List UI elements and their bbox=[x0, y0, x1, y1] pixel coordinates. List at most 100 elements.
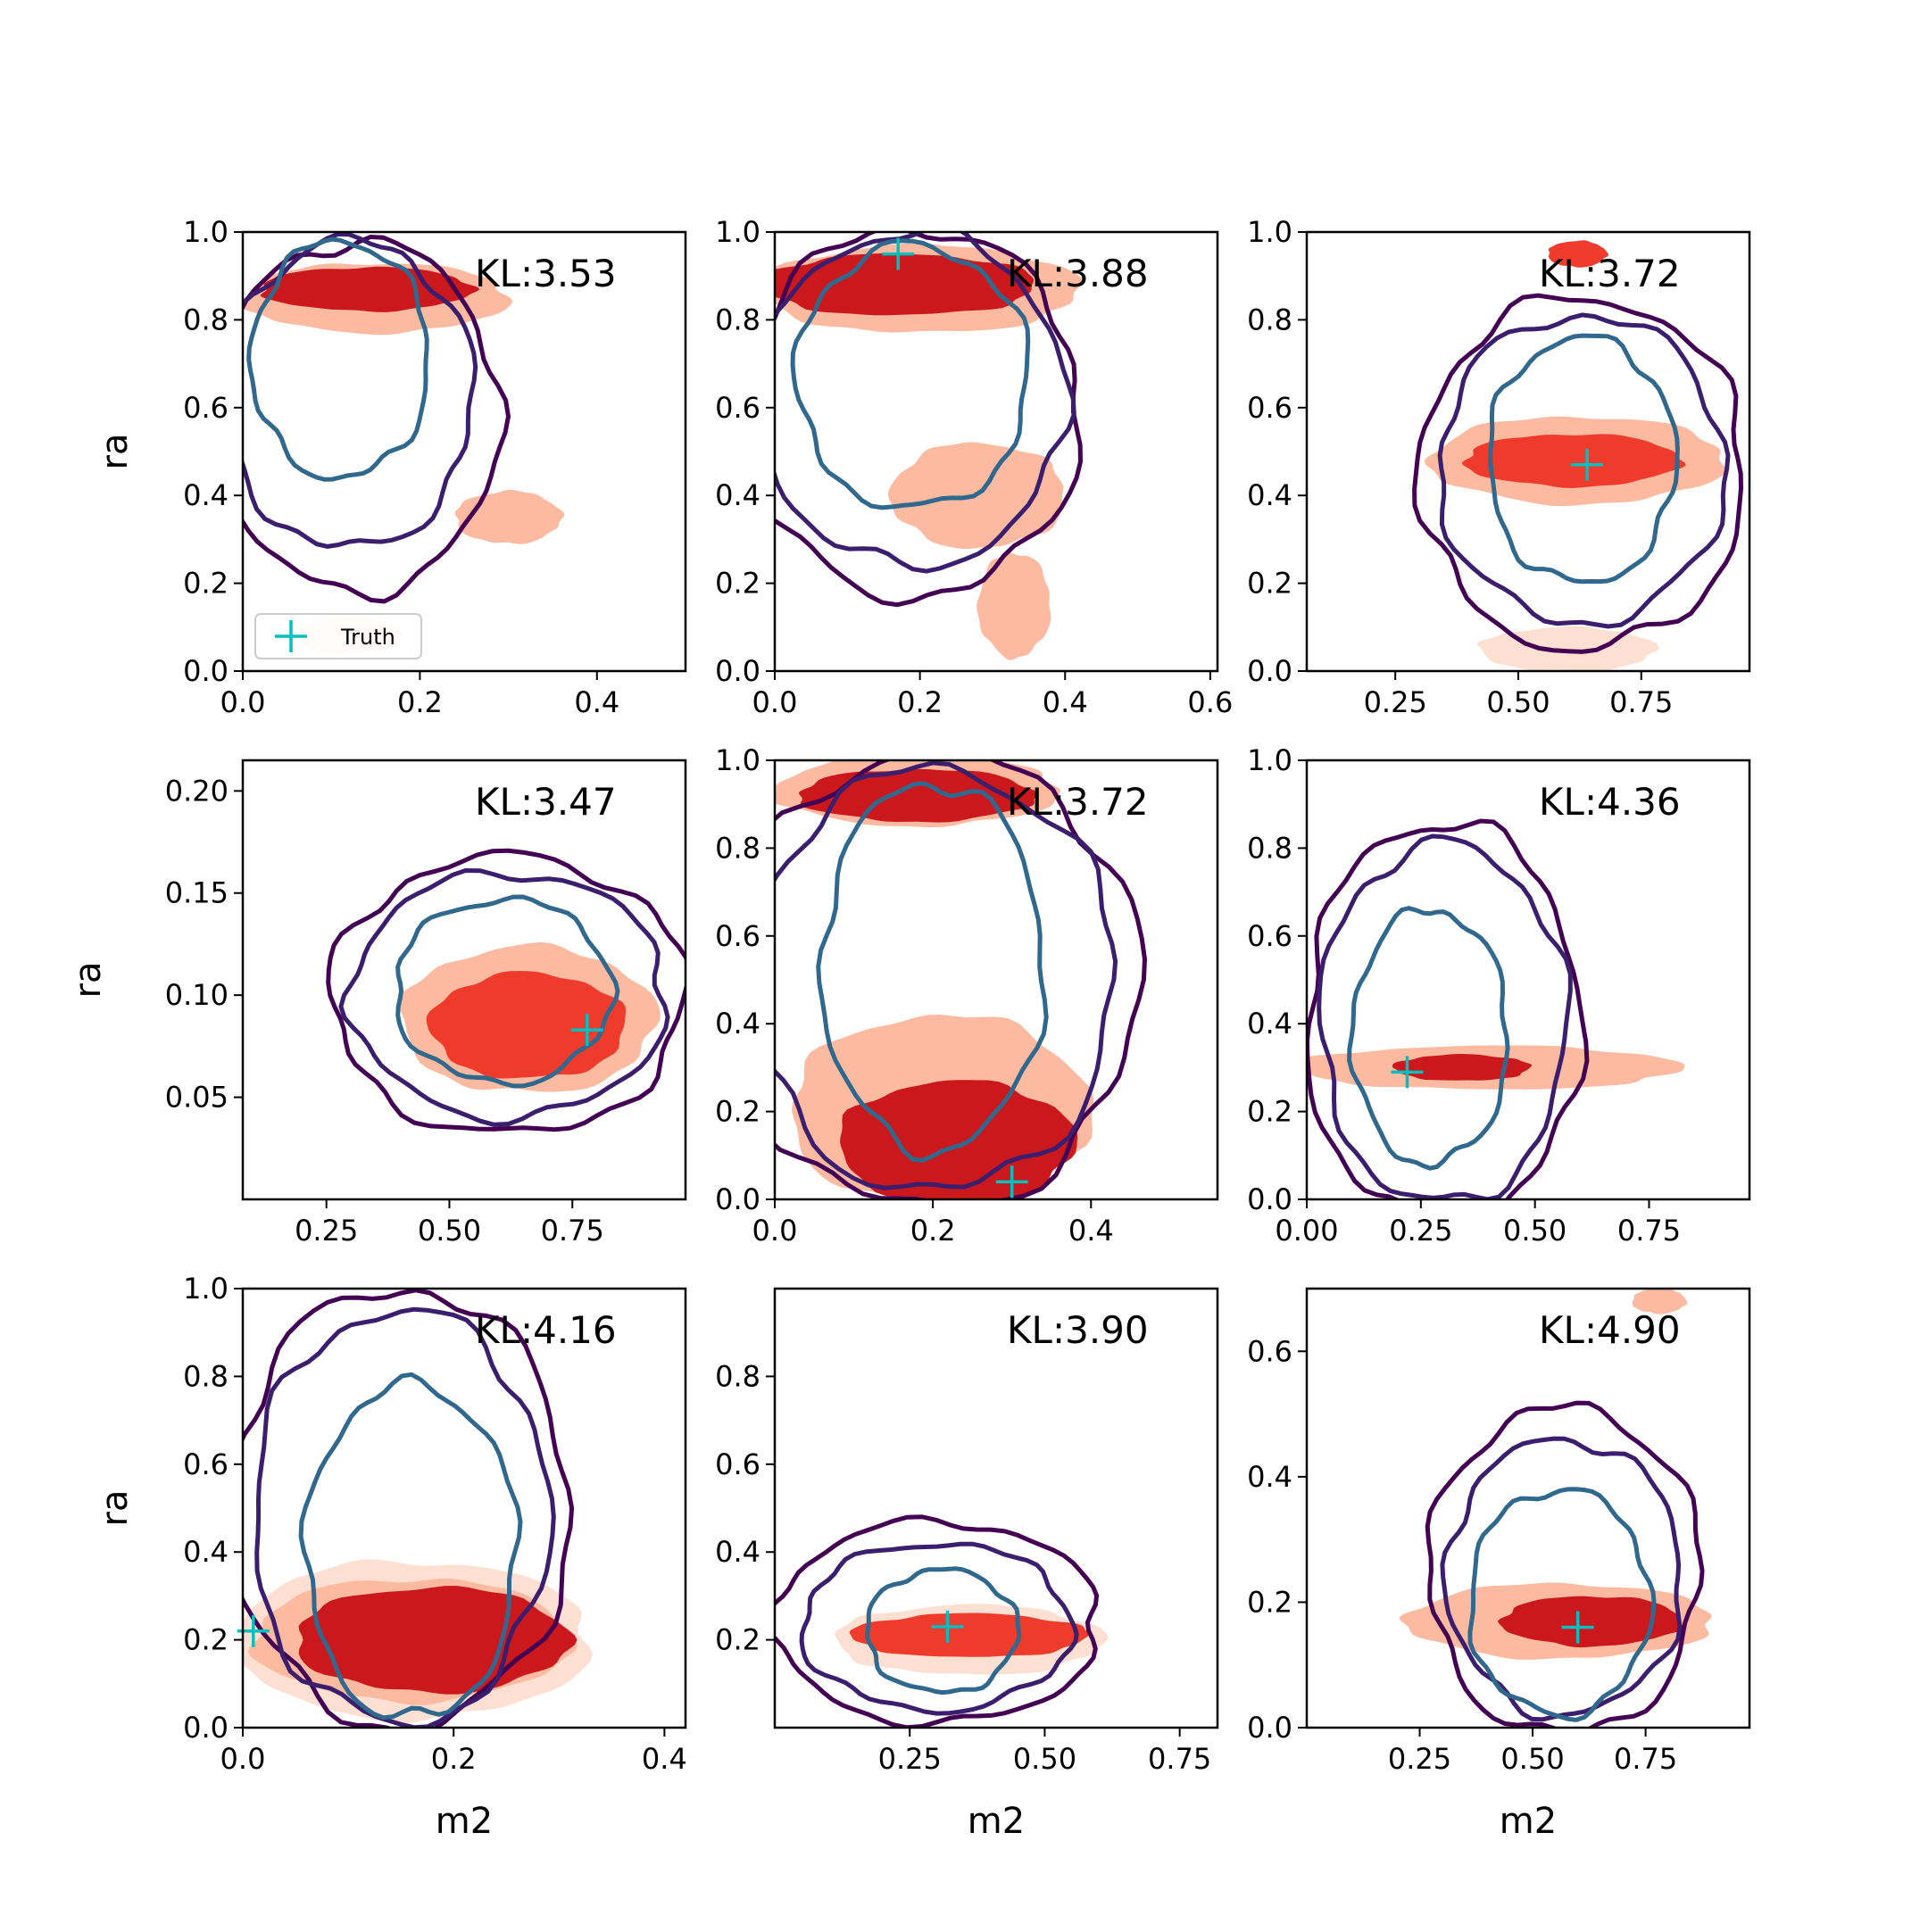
x-tick-label: 0.0 bbox=[220, 685, 266, 719]
plot-area bbox=[775, 232, 1084, 660]
axes-frame bbox=[1305, 759, 1751, 1201]
y-tick-label: 0.4 bbox=[715, 478, 760, 512]
y-tick-label: 0.6 bbox=[183, 1447, 229, 1481]
truth-marker bbox=[570, 1014, 603, 1047]
x-tick-label: 0.6 bbox=[1187, 685, 1233, 719]
x-tick-label: 0.50 bbox=[1500, 1742, 1564, 1776]
contour-inner bbox=[1488, 333, 1680, 585]
x-tick-label: 0.2 bbox=[910, 1214, 956, 1248]
subplot-2: 0.0 0.2 0.4 0.6 0.0 0.2 0.4 0.6 0.8 1.0 KL:3.88 bbox=[715, 215, 1233, 719]
plot-area bbox=[775, 760, 1148, 1199]
y-tick-label: 0.2 bbox=[715, 1623, 760, 1657]
contour-outer bbox=[1412, 293, 1744, 654]
x-tick-label: 0.2 bbox=[897, 685, 943, 719]
kl-annotation: KL:3.90 bbox=[1007, 1308, 1149, 1352]
subplot-9: 0.25 0.50 0.75 0.0 0.2 0.4 0.6 KL:4.90 m2 bbox=[1247, 1287, 1751, 1842]
x-axis-label: m2 bbox=[1500, 1801, 1557, 1842]
y-tick-label: 0.05 bbox=[165, 1081, 229, 1115]
y-tick-label: 0.0 bbox=[1247, 1182, 1292, 1216]
y-tick-label: 1.0 bbox=[1247, 215, 1292, 249]
y-tick-label: 0.8 bbox=[715, 1359, 760, 1393]
density-region-dark bbox=[260, 266, 480, 312]
density-region-mid bbox=[1548, 240, 1609, 268]
contour-inner bbox=[816, 781, 1049, 1163]
y-tick-label: 0.0 bbox=[183, 1711, 229, 1745]
plot-area bbox=[326, 848, 686, 1132]
y-tick-label: 0.8 bbox=[183, 1359, 229, 1393]
y-tick-label: 0.8 bbox=[1247, 831, 1292, 865]
subplot-6: 0.00 0.25 0.50 0.75 0.0 0.2 0.4 0.6 0.8 1.0 KL:4.3… bbox=[1247, 743, 1751, 1248]
y-tick-label: 0.15 bbox=[165, 876, 229, 910]
subplot-5: 0.0 0.2 0.4 0.0 0.2 0.4 0.6 0.8 1.0 KL:3.72 bbox=[715, 743, 1219, 1248]
subplot-1: 0.0 0.2 0.4 0.0 0.2 0.4 0.6 0.8 1.0 KL:3.53 ra Trut… bbox=[95, 215, 687, 719]
y-tick-label: 0.6 bbox=[715, 1447, 760, 1481]
kl-annotation: KL:4.16 bbox=[475, 1308, 617, 1352]
contour-inner bbox=[865, 1566, 1022, 1696]
y-tick-label: 0.6 bbox=[1247, 391, 1292, 425]
y-tick-label: 0.4 bbox=[183, 478, 229, 512]
kl-annotation: KL:4.90 bbox=[1539, 1308, 1681, 1352]
y-tick-label: 0.2 bbox=[715, 567, 760, 601]
y-tick-label: 0.0 bbox=[715, 654, 760, 688]
x-tick-label: 0.75 bbox=[541, 1214, 604, 1248]
contour-outer bbox=[775, 232, 1084, 608]
y-tick-label: 1.0 bbox=[715, 215, 760, 249]
contour-middle bbox=[775, 232, 1076, 574]
contour-outer bbox=[1425, 1400, 1705, 1728]
contour-middle bbox=[254, 1306, 556, 1728]
kl-annotation: KL:4.36 bbox=[1539, 780, 1681, 824]
x-tick-label: 0.00 bbox=[1275, 1214, 1338, 1248]
contour-inner bbox=[395, 894, 620, 1089]
x-tick-label: 0.0 bbox=[752, 685, 798, 719]
x-tick-label: 0.50 bbox=[1486, 685, 1550, 719]
x-tick-label: 0.25 bbox=[1388, 1742, 1451, 1776]
contour-inner bbox=[1347, 906, 1510, 1171]
y-tick-label: 0.4 bbox=[1247, 1007, 1292, 1041]
contour-inner bbox=[246, 236, 429, 482]
kl-annotation: KL:3.53 bbox=[475, 252, 617, 295]
y-axis-label: ra bbox=[95, 1490, 136, 1527]
contour-middle bbox=[775, 760, 1118, 1190]
y-tick-label: 0.4 bbox=[1247, 478, 1292, 512]
x-tick-label: 0.50 bbox=[418, 1214, 481, 1248]
kl-annotation: KL:3.72 bbox=[1007, 780, 1149, 824]
axes-frame bbox=[241, 759, 687, 1201]
y-tick-label: 0.6 bbox=[715, 391, 760, 425]
density-region-dark bbox=[775, 253, 1035, 316]
x-tick-label: 0.0 bbox=[220, 1742, 266, 1776]
contour-middle bbox=[1437, 312, 1731, 629]
y-tick-label: 0.2 bbox=[1247, 1585, 1292, 1619]
axes-frame bbox=[241, 1287, 687, 1729]
axes-frame bbox=[1305, 1287, 1751, 1729]
x-tick-label: 0.2 bbox=[397, 685, 443, 719]
truth-marker bbox=[1571, 448, 1604, 481]
density-region-faint bbox=[1476, 626, 1659, 671]
plot-area bbox=[243, 1289, 594, 1728]
contour-middle bbox=[799, 1541, 1079, 1716]
y-tick-label: 0.4 bbox=[715, 1007, 760, 1041]
y-tick-label: 0.4 bbox=[715, 1535, 760, 1569]
plot-area bbox=[1399, 1289, 1712, 1728]
y-tick-label: 1.0 bbox=[183, 215, 229, 249]
axes-frame bbox=[1305, 230, 1751, 673]
legend-label: Truth bbox=[340, 625, 395, 650]
y-tick-label: 0.0 bbox=[1247, 654, 1292, 688]
x-tick-label: 0.25 bbox=[1389, 1214, 1452, 1248]
y-tick-label: 0.6 bbox=[1247, 919, 1292, 953]
x-tick-label: 0.75 bbox=[1617, 1214, 1681, 1248]
y-tick-label: 0.2 bbox=[715, 1095, 760, 1129]
truth-marker bbox=[995, 1165, 1028, 1198]
kl-annotation: KL:3.47 bbox=[475, 780, 617, 824]
y-tick-label: 0.4 bbox=[1247, 1460, 1292, 1494]
y-tick-label: 0.0 bbox=[183, 654, 229, 688]
x-tick-label: 0.75 bbox=[1148, 1742, 1211, 1776]
contour-inner bbox=[790, 238, 1031, 510]
contour-middle bbox=[338, 867, 670, 1127]
contour-outer bbox=[1307, 818, 1590, 1199]
y-tick-label: 0.0 bbox=[1247, 1711, 1292, 1745]
plot-area bbox=[243, 232, 565, 654]
contour-inner bbox=[1467, 1487, 1657, 1722]
y-tick-label: 0.2 bbox=[183, 567, 229, 601]
